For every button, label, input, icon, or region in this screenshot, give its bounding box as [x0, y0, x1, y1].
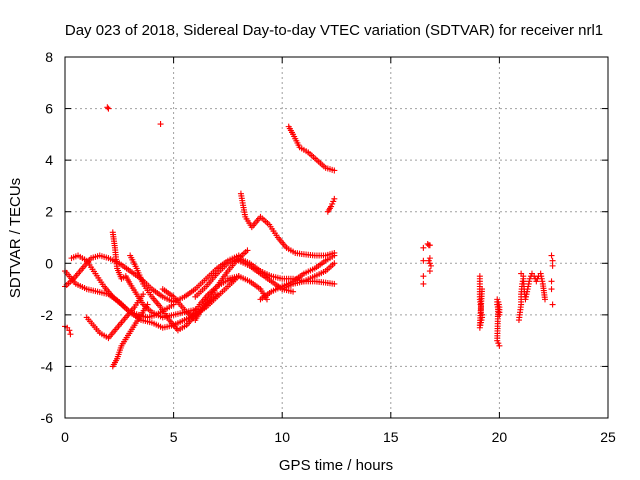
data-point — [425, 257, 432, 264]
x-tick-label: 10 — [274, 429, 290, 445]
data-point — [427, 262, 434, 269]
data-point — [290, 288, 297, 295]
data-point — [548, 252, 555, 259]
data-point — [420, 257, 427, 264]
data-point — [331, 167, 338, 174]
data-point — [244, 247, 251, 254]
y-tick-labels: -6 -4 -2 0 2 4 6 8 — [41, 49, 54, 426]
y-tick-label: 8 — [45, 49, 53, 65]
chart-title: Day 023 of 2018, Sidereal Day-to-day VTE… — [65, 22, 603, 39]
y-tick-label: 2 — [45, 204, 53, 220]
data-point — [496, 342, 503, 349]
data-point — [170, 301, 177, 308]
data-point — [263, 296, 270, 303]
data-point — [331, 280, 338, 287]
data-point — [549, 257, 556, 264]
data-points — [62, 104, 556, 370]
data-point — [548, 286, 555, 293]
x-tick-label: 20 — [492, 429, 508, 445]
y-axis-label: SDTVAR / TECUs — [7, 178, 24, 298]
data-point — [426, 242, 433, 249]
plot-frame — [64, 56, 609, 419]
data-point — [214, 291, 221, 298]
y-tick-label: -4 — [41, 358, 54, 374]
data-point — [420, 244, 427, 251]
y-tick-label: 0 — [45, 255, 53, 271]
data-point — [520, 273, 527, 280]
data-point — [426, 260, 433, 267]
data-point — [331, 260, 338, 267]
data-point — [526, 275, 533, 282]
data-point — [479, 286, 486, 293]
data-point — [66, 327, 73, 334]
data-point — [533, 278, 540, 285]
data-point — [549, 301, 556, 308]
data-point — [331, 195, 338, 202]
data-point — [549, 262, 556, 269]
data-point — [140, 291, 147, 298]
data-point — [548, 278, 555, 285]
data-point — [157, 121, 164, 128]
y-tick-label: 4 — [45, 152, 53, 168]
data-point — [420, 280, 427, 287]
x-tick-label: 0 — [61, 429, 69, 445]
data-point — [426, 255, 433, 262]
y-tick-label: 6 — [45, 101, 53, 117]
data-point — [330, 198, 337, 205]
data-point — [495, 340, 502, 347]
y-tick-label: -2 — [41, 307, 54, 323]
data-point — [494, 337, 501, 344]
data-point — [328, 203, 335, 210]
data-point — [426, 268, 433, 275]
grid-lines — [65, 57, 608, 418]
data-point — [420, 273, 427, 280]
y-tick-label: -6 — [41, 410, 54, 426]
data-point — [331, 252, 338, 259]
x-tick-label: 25 — [600, 429, 616, 445]
x-axis-label: GPS time / hours — [279, 457, 393, 474]
data-point — [542, 296, 549, 303]
data-point — [329, 200, 336, 207]
x-tick-label: 15 — [383, 429, 399, 445]
x-tick-labels: 0 5 10 15 20 25 — [61, 429, 616, 445]
data-point — [105, 105, 112, 112]
data-point — [67, 331, 74, 338]
data-point — [144, 301, 151, 308]
axis-ticks — [64, 56, 609, 419]
x-tick-label: 5 — [170, 429, 178, 445]
data-point — [231, 275, 238, 282]
data-point — [104, 104, 111, 111]
